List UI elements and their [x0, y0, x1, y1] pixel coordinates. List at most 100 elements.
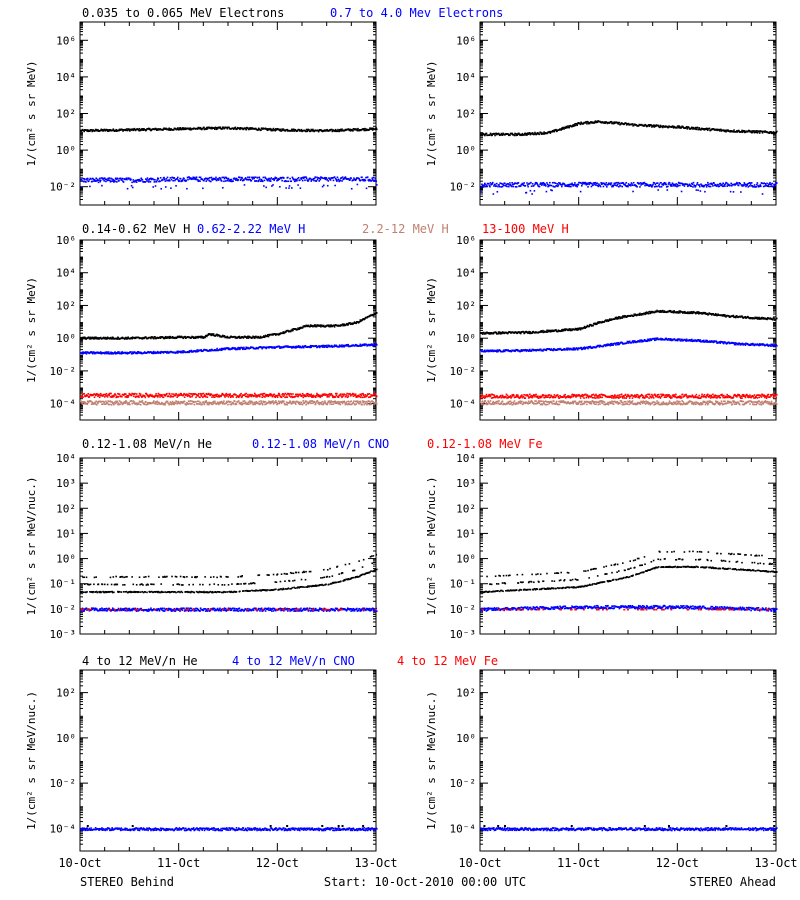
data-point — [369, 127, 371, 129]
data-point — [126, 128, 128, 130]
data-point — [258, 394, 261, 397]
data-point — [741, 131, 744, 134]
data-point — [109, 180, 112, 183]
data-point — [118, 180, 120, 182]
data-point — [368, 179, 370, 182]
data-point — [239, 394, 242, 397]
data-point — [531, 132, 533, 135]
data-point — [345, 395, 347, 398]
data-point — [507, 183, 509, 185]
data-point — [235, 393, 237, 396]
data-point — [176, 127, 179, 129]
data-point — [284, 331, 286, 334]
data-point — [509, 182, 511, 184]
y-tick-label: 10⁰ — [456, 332, 476, 345]
data-point — [147, 127, 150, 130]
data-point — [356, 401, 359, 404]
data-point — [291, 328, 294, 331]
data-point — [167, 337, 170, 339]
data-point — [176, 396, 178, 398]
data-point — [499, 134, 502, 136]
data-point — [314, 176, 317, 178]
data-point — [706, 181, 709, 184]
data-point — [718, 130, 721, 132]
data-point — [221, 127, 224, 130]
data-point — [101, 394, 103, 396]
data-point — [279, 185, 281, 188]
data-point — [736, 131, 739, 133]
data-point — [715, 184, 718, 187]
data-point — [196, 349, 198, 351]
data-point — [318, 395, 321, 398]
data-point — [313, 324, 316, 326]
data-point — [269, 401, 272, 403]
data-point — [109, 396, 112, 398]
data-point — [610, 120, 613, 123]
data-point — [273, 129, 276, 131]
data-point — [202, 187, 204, 190]
data-point — [709, 185, 712, 188]
data-point — [313, 400, 315, 403]
data-point — [200, 394, 202, 397]
data-point — [230, 178, 233, 181]
data-point — [374, 393, 377, 395]
data-point — [374, 128, 376, 131]
data-point — [353, 322, 355, 324]
data-point — [334, 130, 336, 133]
data-point — [269, 393, 271, 395]
data-point — [125, 129, 128, 131]
data-point — [156, 403, 159, 406]
data-point — [193, 403, 196, 406]
data-point — [749, 181, 751, 184]
data-point — [525, 134, 527, 136]
data-point — [171, 393, 173, 395]
data-point — [162, 128, 165, 130]
data-point — [318, 346, 321, 349]
data-point — [342, 323, 344, 326]
data-point — [501, 134, 504, 136]
data-point — [336, 402, 339, 404]
data-point — [123, 393, 126, 395]
data-point — [221, 349, 224, 351]
data-point — [604, 122, 606, 125]
data-point — [359, 393, 362, 396]
data-point — [305, 395, 307, 397]
data-point — [207, 177, 210, 180]
data-point — [275, 128, 277, 130]
data-point — [154, 352, 156, 355]
data-point — [212, 394, 214, 397]
data-point — [295, 328, 297, 330]
data-point — [249, 347, 251, 349]
data-point — [272, 400, 274, 402]
data-point — [764, 182, 767, 185]
data-point — [267, 394, 269, 396]
data-point — [107, 400, 109, 402]
data-point — [373, 344, 375, 347]
data-point — [551, 189, 553, 192]
data-point — [239, 348, 241, 351]
data-point — [494, 134, 496, 137]
data-point — [341, 176, 344, 178]
data-point — [169, 401, 172, 403]
data-point — [355, 396, 358, 399]
data-point — [622, 182, 625, 184]
data-point — [289, 177, 291, 180]
data-point — [756, 132, 759, 134]
data-point — [220, 349, 222, 352]
data-point — [557, 184, 560, 186]
data-point — [755, 185, 758, 188]
data-point — [100, 400, 103, 403]
data-point — [293, 401, 296, 403]
data-point — [319, 396, 322, 399]
data-point — [368, 400, 370, 403]
data-point — [297, 394, 300, 397]
data-point — [143, 351, 146, 353]
data-point — [253, 395, 255, 397]
data-point — [223, 177, 226, 180]
data-point — [338, 402, 341, 405]
data-point — [226, 336, 228, 339]
data-point — [210, 176, 213, 179]
data-point — [216, 335, 219, 337]
data-point — [764, 131, 766, 133]
data-point — [515, 134, 517, 137]
